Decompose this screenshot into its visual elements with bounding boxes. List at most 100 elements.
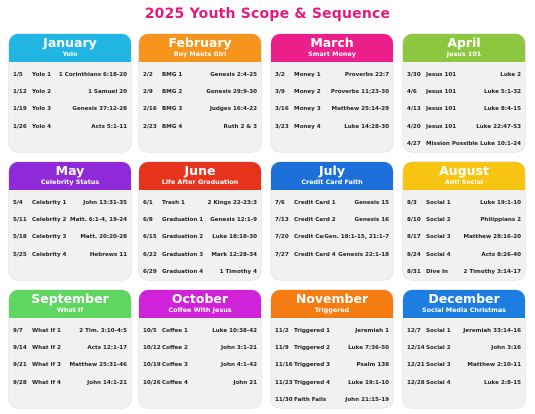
scripture-reference: Proverbs 11:23-30 [330,88,389,95]
lesson-row: 4/20 Jesus 101 Luke 22:47-53 [407,118,521,135]
lesson-row: 10/12 Coffee 2 John 3:1-21 [143,339,257,356]
lesson-list: 3/2 Money 1 Proverbs 22:7 3/9 Money 2 Proverb… [271,62,393,135]
scripture-reference: Luke 10:1-24 [480,140,521,147]
lesson-date: 9/14 [13,344,27,351]
month-name: August [439,163,489,178]
lesson-date: 3/23 [275,123,289,130]
lesson-row: 8/3 Social 1 Luke 19:1-10 [407,194,521,211]
lesson-row: 12/7 Social 1 Jeremiah 33:14-16 [407,322,521,339]
lesson-title: Graduation 2 [162,234,204,241]
month-theme: Credit Card Faith [301,178,363,186]
scripture-reference: Hebrews 11 [89,251,127,258]
scripture-reference: Genesis 37:12-28 [72,106,127,113]
lesson-date: 1/26 [13,123,27,130]
scripture-reference: Luke 22:47-53 [476,123,521,130]
scripture-reference: Psalm 138 [356,362,389,369]
lesson-row: 6/8 Graduation 1 Genesis 12:1-9 [143,211,257,228]
lesson-row: 5/25 Celebrity 4 Hebrews 11 [13,246,127,263]
month-theme: Social Media Christmas [422,306,506,314]
scripture-reference: Luke 18:18-30 [212,234,257,241]
lesson-date: 3/9 [275,88,285,95]
lesson-date: 9/28 [13,379,27,386]
scripture-reference: Philippians 2 [480,216,521,223]
scripture-reference: 2 Kings 22-23:3 [207,199,257,206]
scripture-reference: Genesis 16 [354,216,389,223]
scripture-reference: John 13:31-35 [83,199,127,206]
lesson-date: 6/29 [143,268,157,275]
scripture-reference: Luke 2 [500,71,521,78]
lesson-title: Jesus 101 [426,88,457,95]
lesson-title: What If 3 [32,362,61,369]
month-theme: Jesus 101 [446,50,482,58]
lesson-date: 3/2 [275,71,285,78]
lesson-title: Money 2 [294,88,321,95]
month-card-february: February Boy Meets Girl 2/2 BMG 1 Genesis 2:… [139,34,261,152]
month-header: February Boy Meets Girl [139,34,261,62]
lesson-row: 9/28 What If 4 John 14:1-21 [13,374,127,391]
lesson-row: 2/2 BMG 1 Genesis 2:4-25 [143,66,257,83]
lesson-date: 8/31 [407,268,421,275]
lesson-date: 2/2 [143,71,153,78]
lesson-row: 12/28 Social 4 Luke 2:8-15 [407,374,521,391]
month-theme: Life After Graduation [161,178,239,186]
scripture-reference: 2 Timothy 3:14-17 [463,268,521,275]
lesson-title: Yolo 1 [32,71,51,78]
month-theme: Triggered [314,306,350,314]
lesson-row: 5/11 Celebrity 2 Matt. 6:1-4, 19-24 [13,211,127,228]
lesson-date: 12/14 [407,344,425,351]
lesson-row: 6/22 Graduation 3 Mark 12:28-34 [143,246,257,263]
month-name: May [55,163,85,178]
scripture-reference: Luke 10:38-42 [212,327,257,334]
lesson-title: Coffee 3 [162,362,188,369]
lesson-title: Credit Card 3 [294,234,324,241]
scripture-reference: Genesis 15 [354,199,389,206]
scripture-reference: 2 Tim. 3:10-4:5 [79,327,127,334]
month-header: August Anti Social [403,162,525,190]
month-card-august: August Anti Social 8/3 Social 1 Luke 19:1-10… [403,162,525,280]
lesson-row: 11/16 Triggered 3 Psalm 138 [275,357,389,374]
lesson-date: 6/15 [143,234,157,241]
lesson-date: 12/21 [407,362,425,369]
month-header: September What If [9,290,131,318]
lesson-row: 8/10 Social 2 Philippians 2 [407,211,521,228]
lesson-date: 8/10 [407,216,421,223]
lesson-row: 5/4 Celebrity 1 John 13:31-35 [13,194,127,211]
scripture-reference: Mark 12:28-34 [211,251,257,258]
lesson-row: 3/16 Money 3 Matthew 25:14-29 [275,101,389,118]
month-name: March [310,35,354,50]
scripture-reference: Acts 5:1-11 [91,123,127,130]
lesson-date: 2/9 [143,88,153,95]
scripture-reference: 1 Samuel 20 [88,88,127,95]
lesson-row: 1/12 Yolo 2 1 Samuel 20 [13,83,127,100]
lesson-date: 6/1 [143,199,153,206]
lesson-date: 11/2 [275,327,289,334]
lesson-title: Yolo 2 [32,88,51,95]
month-name: June [184,163,216,178]
lesson-title: Triggered 3 [294,362,331,369]
scripture-reference: John 14:1-21 [87,379,127,386]
scripture-reference: Acts 8:26-40 [481,251,521,258]
lesson-date: 3/16 [275,106,289,113]
lesson-row: 6/15 Graduation 2 Luke 18:18-30 [143,229,257,246]
lesson-date: 12/28 [407,379,425,386]
month-theme: Coffee With Jesus [168,306,232,314]
lesson-date: 1/19 [13,106,27,113]
scripture-reference: Matt. 20:20-28 [80,234,127,241]
month-theme: Celebrity Status [40,178,100,186]
lesson-date: 10/12 [143,344,161,351]
lesson-list: 3/30 Jesus 101 Luke 2 4/6 Jesus 101 Luke 5:1-… [403,62,525,152]
lesson-title: Money 3 [294,106,321,113]
lesson-title: Credit Card 4 [294,251,336,258]
lesson-title: Graduation 1 [162,216,204,223]
lesson-row: 9/14 What If 2 Acts 12:1-17 [13,339,127,356]
month-card-september: September What If 9/7 What If 1 2 Tim. 3:10-… [9,290,131,408]
lesson-date: 8/3 [407,199,417,206]
scripture-reference: Matthew 2:10-11 [467,362,521,369]
lesson-list: 8/3 Social 1 Luke 19:1-10 8/10 Social 2 Phili… [403,190,525,280]
lesson-row: 1/26 Yolo 4 Acts 5:1-11 [13,118,127,135]
lesson-date: 2/16 [143,106,157,113]
month-theme: Anti Social [444,178,484,186]
lesson-date: 6/8 [143,216,153,223]
scripture-reference: Genesis 22:1-18 [338,251,389,258]
lesson-row: 1/19 Yolo 3 Genesis 37:12-28 [13,101,127,118]
